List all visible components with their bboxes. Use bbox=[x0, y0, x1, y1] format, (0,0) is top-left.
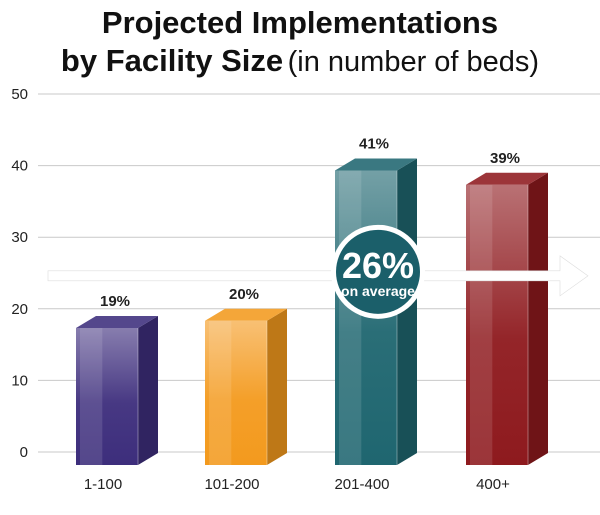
bar-side bbox=[267, 308, 287, 465]
chart-title-line1: Projected Implementations bbox=[101, 5, 499, 40]
bar-side bbox=[138, 315, 158, 465]
data-label: 41% bbox=[359, 135, 389, 152]
y-tick-label: 10 bbox=[11, 372, 28, 389]
bar-highlight bbox=[339, 170, 362, 465]
average-value: 26% bbox=[342, 245, 414, 286]
y-tick-label: 30 bbox=[11, 229, 28, 246]
chart-title-line2: by Facility Size (in number of beds) bbox=[0, 42, 600, 86]
bar-1-100 bbox=[76, 315, 158, 465]
bar-top bbox=[205, 308, 287, 321]
bar-highlight bbox=[209, 320, 232, 465]
x-tick-label: 1-100 bbox=[84, 476, 122, 493]
chart-title-line2-bold: by Facility Size bbox=[60, 43, 284, 78]
bar-top bbox=[466, 172, 548, 185]
y-tick-label: 50 bbox=[11, 86, 28, 103]
bar-highlight bbox=[470, 184, 493, 465]
data-label: 19% bbox=[100, 293, 130, 310]
chart-subtitle: (in number of beds) bbox=[287, 46, 540, 78]
y-tick-label: 0 bbox=[20, 444, 28, 461]
data-label: 20% bbox=[229, 286, 259, 303]
bar-front bbox=[76, 327, 138, 465]
bar-top bbox=[335, 158, 417, 171]
y-tick-label: 40 bbox=[11, 158, 28, 175]
x-tick-label: 101-200 bbox=[204, 476, 259, 493]
bar-101-200 bbox=[205, 308, 287, 465]
bar-top bbox=[76, 315, 158, 328]
bar-side bbox=[528, 172, 548, 465]
bar-400+ bbox=[466, 172, 548, 465]
bar-highlight bbox=[80, 327, 103, 465]
data-label: 39% bbox=[490, 150, 520, 167]
x-tick-label: 400+ bbox=[476, 476, 510, 493]
average-arrow bbox=[47, 255, 589, 297]
x-tick-label: 201-400 bbox=[334, 476, 389, 493]
bar-front bbox=[205, 320, 267, 465]
y-tick-label: 20 bbox=[11, 301, 28, 318]
average-badge bbox=[336, 229, 420, 314]
bar-front bbox=[466, 184, 528, 465]
average-caption: on average bbox=[341, 283, 415, 299]
chart-title: Projected Implementations by Facility Si… bbox=[0, 4, 600, 86]
